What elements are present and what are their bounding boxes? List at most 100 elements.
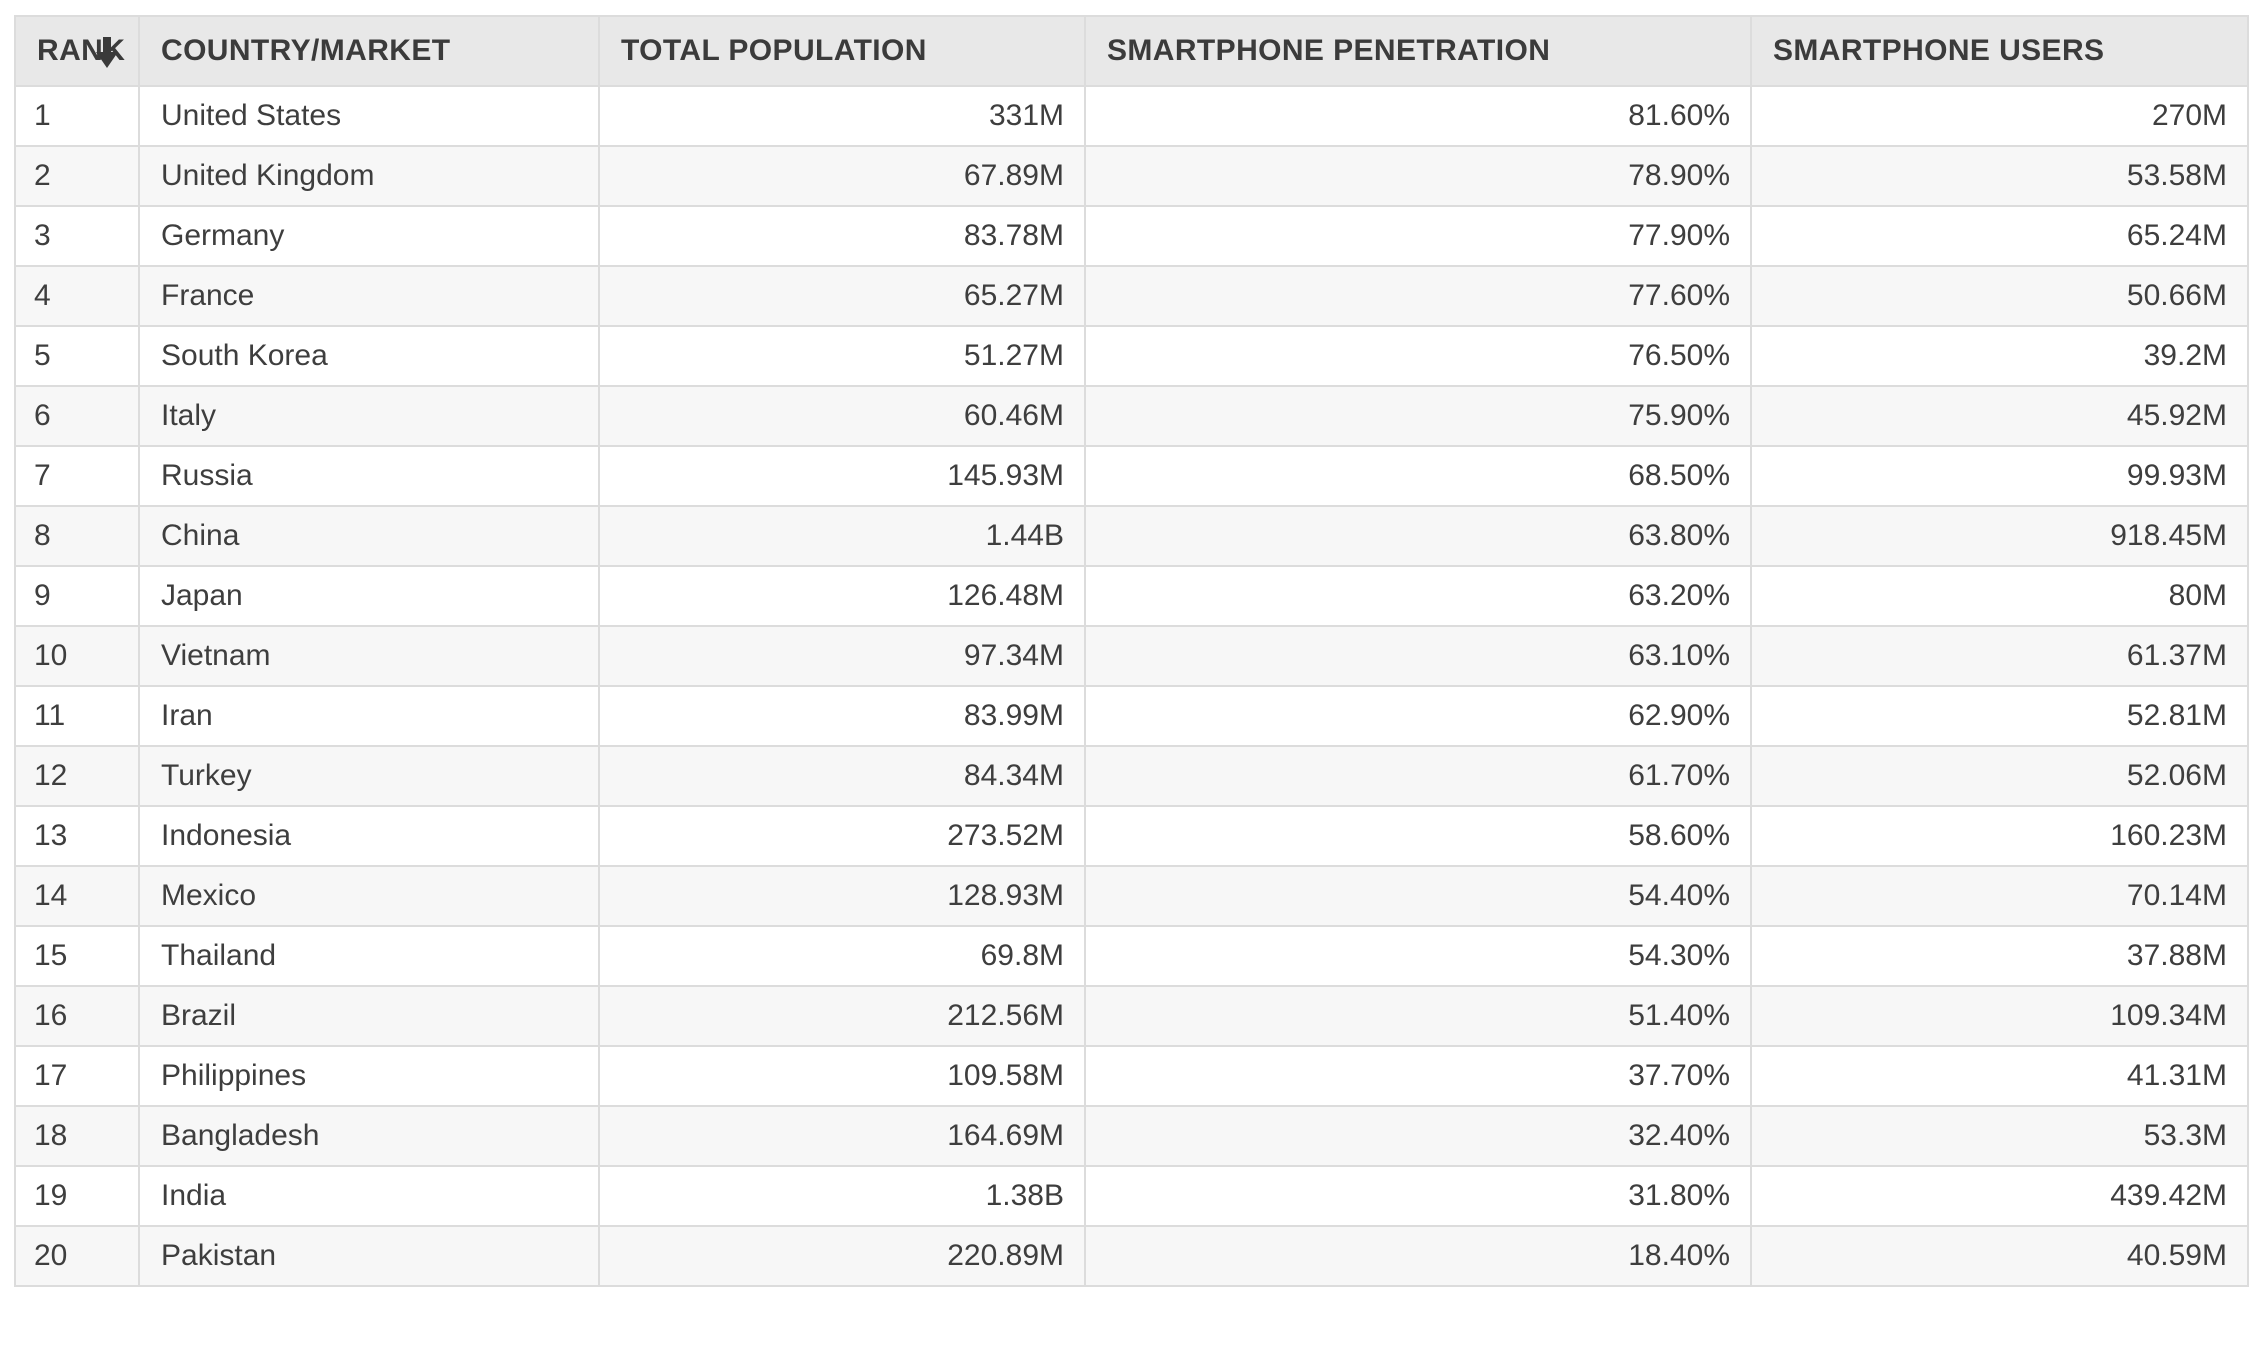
- cell-penetration: 81.60%: [1084, 85, 1752, 147]
- table-row: 15 Thailand 69.8M 54.30% 37.88M: [14, 925, 2249, 987]
- cell-users: 80M: [1750, 565, 2249, 627]
- cell-country: Russia: [138, 445, 600, 507]
- cell-penetration: 32.40%: [1084, 1105, 1752, 1167]
- cell-penetration: 77.60%: [1084, 265, 1752, 327]
- cell-population: 83.78M: [598, 205, 1086, 267]
- cell-country: South Korea: [138, 325, 600, 387]
- column-header-label: COUNTRY/MARKET: [161, 34, 451, 67]
- column-header-country[interactable]: COUNTRY/MARKET: [138, 15, 600, 87]
- cell-country: Pakistan: [138, 1225, 600, 1287]
- table-row: 12 Turkey 84.34M 61.70% 52.06M: [14, 745, 2249, 807]
- cell-rank: 11: [14, 685, 140, 747]
- cell-penetration: 63.10%: [1084, 625, 1752, 687]
- table-row: 3 Germany 83.78M 77.90% 65.24M: [14, 205, 2249, 267]
- cell-users: 41.31M: [1750, 1045, 2249, 1107]
- cell-rank: 1: [14, 85, 140, 147]
- table-body: 1 United States 331M 81.60% 270M 2 United King…: [14, 85, 2249, 1287]
- cell-penetration: 51.40%: [1084, 985, 1752, 1047]
- cell-population: 65.27M: [598, 265, 1086, 327]
- cell-users: 99.93M: [1750, 445, 2249, 507]
- cell-country: Philippines: [138, 1045, 600, 1107]
- cell-population: 109.58M: [598, 1045, 1086, 1107]
- cell-users: 53.3M: [1750, 1105, 2249, 1167]
- cell-population: 126.48M: [598, 565, 1086, 627]
- cell-population: 69.8M: [598, 925, 1086, 987]
- cell-users: 52.81M: [1750, 685, 2249, 747]
- cell-country: Mexico: [138, 865, 600, 927]
- cell-users: 50.66M: [1750, 265, 2249, 327]
- cell-rank: 15: [14, 925, 140, 987]
- cell-penetration: 63.80%: [1084, 505, 1752, 567]
- cell-population: 220.89M: [598, 1225, 1086, 1287]
- table-row: 20 Pakistan 220.89M 18.40% 40.59M: [14, 1225, 2249, 1287]
- cell-rank: 3: [14, 205, 140, 267]
- cell-population: 67.89M: [598, 145, 1086, 207]
- column-header-label: RANK: [37, 34, 126, 67]
- table-row: 19 India 1.38B 31.80% 439.42M: [14, 1165, 2249, 1227]
- cell-penetration: 77.90%: [1084, 205, 1752, 267]
- table-row: 1 United States 331M 81.60% 270M: [14, 85, 2249, 147]
- cell-users: 70.14M: [1750, 865, 2249, 927]
- cell-population: 97.34M: [598, 625, 1086, 687]
- cell-users: 160.23M: [1750, 805, 2249, 867]
- column-header-penetration[interactable]: SMARTPHONE PENETRATION: [1084, 15, 1752, 87]
- cell-population: 128.93M: [598, 865, 1086, 927]
- cell-rank: 8: [14, 505, 140, 567]
- cell-penetration: 75.90%: [1084, 385, 1752, 447]
- cell-users: 53.58M: [1750, 145, 2249, 207]
- cell-penetration: 61.70%: [1084, 745, 1752, 807]
- cell-country: Turkey: [138, 745, 600, 807]
- cell-country: China: [138, 505, 600, 567]
- cell-rank: 10: [14, 625, 140, 687]
- column-header-label: TOTAL POPULATION: [621, 34, 927, 67]
- cell-population: 273.52M: [598, 805, 1086, 867]
- table-row: 5 South Korea 51.27M 76.50% 39.2M: [14, 325, 2249, 387]
- cell-country: Germany: [138, 205, 600, 267]
- cell-users: 109.34M: [1750, 985, 2249, 1047]
- cell-country: Vietnam: [138, 625, 600, 687]
- cell-country: Italy: [138, 385, 600, 447]
- cell-rank: 19: [14, 1165, 140, 1227]
- cell-users: 40.59M: [1750, 1225, 2249, 1287]
- cell-population: 331M: [598, 85, 1086, 147]
- cell-users: 45.92M: [1750, 385, 2249, 447]
- cell-country: Thailand: [138, 925, 600, 987]
- cell-users: 270M: [1750, 85, 2249, 147]
- cell-country: Iran: [138, 685, 600, 747]
- cell-rank: 18: [14, 1105, 140, 1167]
- cell-rank: 13: [14, 805, 140, 867]
- cell-population: 84.34M: [598, 745, 1086, 807]
- cell-rank: 16: [14, 985, 140, 1047]
- cell-users: 39.2M: [1750, 325, 2249, 387]
- cell-users: 918.45M: [1750, 505, 2249, 567]
- table-row: 14 Mexico 128.93M 54.40% 70.14M: [14, 865, 2249, 927]
- table-row: 13 Indonesia 273.52M 58.60% 160.23M: [14, 805, 2249, 867]
- column-header-users[interactable]: SMARTPHONE USERS: [1750, 15, 2249, 87]
- cell-penetration: 37.70%: [1084, 1045, 1752, 1107]
- cell-penetration: 54.30%: [1084, 925, 1752, 987]
- cell-penetration: 62.90%: [1084, 685, 1752, 747]
- cell-users: 61.37M: [1750, 625, 2249, 687]
- cell-users: 439.42M: [1750, 1165, 2249, 1227]
- cell-rank: 20: [14, 1225, 140, 1287]
- column-header-rank[interactable]: RANK: [14, 15, 140, 87]
- column-header-label: SMARTPHONE PENETRATION: [1107, 34, 1551, 67]
- cell-rank: 7: [14, 445, 140, 507]
- cell-population: 51.27M: [598, 325, 1086, 387]
- table-row: 17 Philippines 109.58M 37.70% 41.31M: [14, 1045, 2249, 1107]
- cell-rank: 5: [14, 325, 140, 387]
- header-row: RANK COUNTRY/MARKET TOTAL POPULATION SMARTP…: [14, 15, 2249, 87]
- column-header-label: SMARTPHONE USERS: [1773, 34, 2105, 67]
- cell-penetration: 58.60%: [1084, 805, 1752, 867]
- cell-country: Brazil: [138, 985, 600, 1047]
- cell-country: Japan: [138, 565, 600, 627]
- column-header-population[interactable]: TOTAL POPULATION: [598, 15, 1086, 87]
- cell-penetration: 63.20%: [1084, 565, 1752, 627]
- cell-population: 212.56M: [598, 985, 1086, 1047]
- cell-users: 37.88M: [1750, 925, 2249, 987]
- cell-penetration: 68.50%: [1084, 445, 1752, 507]
- cell-population: 145.93M: [598, 445, 1086, 507]
- cell-population: 164.69M: [598, 1105, 1086, 1167]
- table-row: 7 Russia 145.93M 68.50% 99.93M: [14, 445, 2249, 507]
- table-row: 18 Bangladesh 164.69M 32.40% 53.3M: [14, 1105, 2249, 1167]
